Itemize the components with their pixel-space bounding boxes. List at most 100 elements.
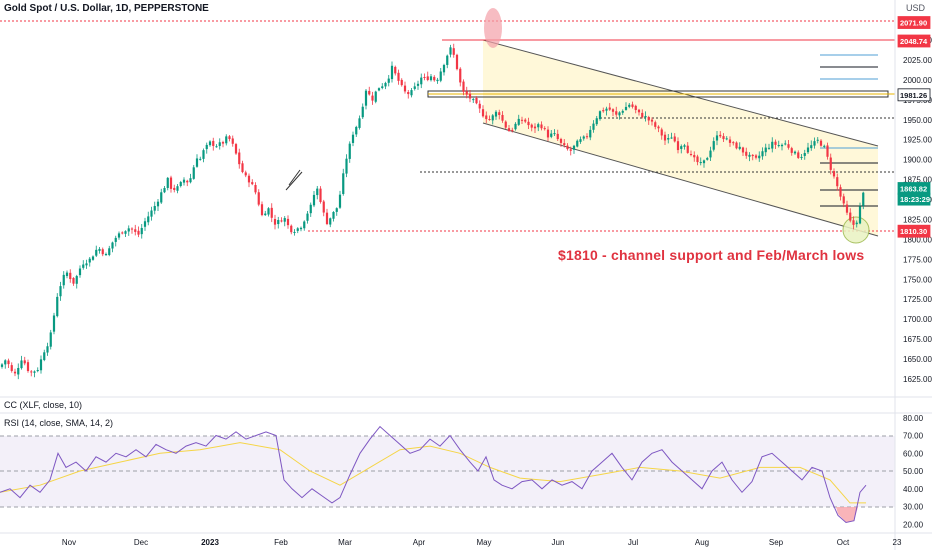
candle-body xyxy=(257,192,260,205)
candle-body xyxy=(394,66,397,74)
price-label-box xyxy=(897,224,931,238)
candle-body xyxy=(686,145,689,153)
candle-body xyxy=(592,123,595,130)
candle-body xyxy=(85,263,88,266)
flag-line xyxy=(285,171,303,191)
candle-body xyxy=(0,364,4,367)
price-axis[interactable]: 2050.002025.002000.001975.001950.001925.… xyxy=(903,36,932,384)
candle-body xyxy=(7,360,10,365)
price-tick: 1650.00 xyxy=(903,355,932,364)
candle-body xyxy=(585,136,589,138)
candle-body xyxy=(693,155,696,158)
candle-body xyxy=(264,213,267,216)
candle-body xyxy=(36,370,39,372)
candle-body xyxy=(303,221,306,229)
time-axis[interactable]: Nov Dec 2023 Feb Mar Apr May Jun Jul Aug Sep Oct 23 xyxy=(62,538,902,547)
candle-body xyxy=(862,192,865,206)
candle-body xyxy=(433,76,436,81)
candle-body xyxy=(169,177,173,189)
candle-body xyxy=(754,155,758,158)
candle-body xyxy=(13,371,17,374)
candle-body xyxy=(745,151,748,156)
candle-body xyxy=(498,112,501,116)
time-label: Apr xyxy=(413,538,426,547)
currency-label[interactable]: USD xyxy=(906,3,926,13)
candle-body xyxy=(166,177,169,188)
candle-body xyxy=(823,145,826,147)
candle-body xyxy=(104,253,108,256)
candle-body xyxy=(446,55,449,65)
candle-body xyxy=(208,141,212,146)
candle-body xyxy=(517,118,520,125)
candle-body xyxy=(377,88,381,91)
time-label: Jun xyxy=(552,538,565,547)
candle-body xyxy=(442,64,446,73)
cc-indicator-label[interactable]: CC (XLF, close, 10) xyxy=(4,400,83,410)
candle-body xyxy=(771,141,774,149)
candle-body xyxy=(241,163,244,173)
candle-body xyxy=(615,111,618,115)
candle-body xyxy=(329,218,332,225)
candle-body xyxy=(858,206,862,224)
time-label: Nov xyxy=(62,538,76,547)
time-label: May xyxy=(476,538,491,547)
candle-body xyxy=(91,256,95,260)
candle-body xyxy=(322,201,325,213)
candle-body xyxy=(147,216,150,223)
candle-body xyxy=(663,134,667,141)
rsi-axis[interactable]: 80.00 70.00 60.00 50.00 40.00 30.00 20.00 xyxy=(903,414,924,530)
price-tick: 1950.00 xyxy=(903,116,932,125)
candle-body xyxy=(319,188,322,202)
price-tick: 1875.00 xyxy=(903,176,932,185)
price-label-box xyxy=(897,88,931,102)
candle-body xyxy=(160,192,163,203)
candle-body xyxy=(202,150,205,159)
channel-fill xyxy=(483,40,878,236)
rsi-tick: 30.00 xyxy=(903,503,924,512)
price-tick: 1900.00 xyxy=(903,156,932,165)
candle-body xyxy=(238,152,241,165)
candle-body xyxy=(69,272,72,280)
price-label-text: 18:23:29 xyxy=(900,195,930,204)
candle-body xyxy=(758,155,761,159)
candle-body xyxy=(312,194,316,206)
candle-body xyxy=(819,140,823,146)
candle-body xyxy=(286,218,290,226)
candle-body xyxy=(290,225,293,233)
candle-body xyxy=(455,54,459,70)
candle-body xyxy=(293,231,296,233)
candle-body xyxy=(182,179,186,183)
symbol-title[interactable]: Gold Spot / U.S. Dollar, 1D, PEPPERSTONE xyxy=(4,3,209,14)
candle-body xyxy=(361,106,364,118)
candle-body xyxy=(680,146,683,149)
candle-body xyxy=(504,121,507,128)
candle-body xyxy=(797,152,800,158)
candle-body xyxy=(436,79,439,82)
candle-body xyxy=(390,65,394,80)
candle-body xyxy=(735,142,738,149)
candle-body xyxy=(75,276,78,284)
candle-body xyxy=(800,156,803,158)
price-tick: 1750.00 xyxy=(903,275,932,284)
candle-body xyxy=(475,97,478,104)
candle-body xyxy=(699,162,702,164)
candle-body xyxy=(712,141,715,150)
candle-body xyxy=(845,204,849,213)
candle-body xyxy=(88,258,91,263)
candle-body xyxy=(481,109,485,117)
rsi-indicator-label[interactable]: RSI (14, close, SMA, 14, 2) xyxy=(4,418,114,428)
candle-body xyxy=(683,145,686,147)
candle-body xyxy=(849,212,852,221)
candle-body xyxy=(621,110,624,113)
candle-body xyxy=(494,111,498,117)
candle-body xyxy=(33,371,36,373)
candle-body xyxy=(215,146,218,148)
price-label-box xyxy=(897,16,931,29)
candle-body xyxy=(46,346,49,353)
candle-body xyxy=(205,144,208,150)
time-label: Mar xyxy=(338,538,352,547)
rsi-panel xyxy=(0,425,895,524)
candle-body xyxy=(514,123,517,130)
